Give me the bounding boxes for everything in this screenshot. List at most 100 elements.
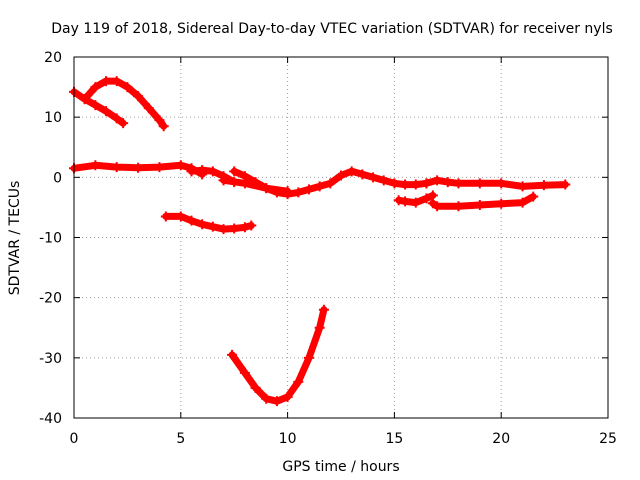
- data-point: [101, 76, 112, 87]
- data-point: [143, 103, 154, 114]
- series-arc-7: [421, 175, 571, 192]
- data-point: [101, 106, 112, 117]
- chart-title: Day 119 of 2018, Sidereal Day-to-day VTE…: [51, 21, 613, 37]
- data-point: [239, 171, 250, 182]
- data-point: [227, 349, 238, 360]
- data-point: [453, 201, 464, 212]
- data-point: [90, 100, 101, 111]
- series-line: [228, 306, 328, 405]
- data-point: [160, 211, 171, 222]
- data-point: [250, 382, 261, 393]
- data-point: [154, 115, 165, 126]
- data-point: [496, 178, 507, 189]
- data-point: [517, 197, 528, 208]
- data-point: [389, 178, 400, 189]
- data-point: [442, 177, 453, 188]
- data-point: [239, 222, 250, 233]
- y-tick-label: -30: [39, 351, 62, 367]
- data-point: [229, 166, 240, 177]
- data-point: [271, 396, 282, 407]
- data-point: [197, 165, 208, 176]
- x-tick-label: 10: [279, 431, 297, 447]
- x-tick-label: 0: [70, 431, 79, 447]
- data-point: [133, 91, 144, 102]
- data-point: [368, 172, 379, 183]
- data-point: [246, 220, 257, 231]
- data-point: [474, 178, 485, 189]
- data-point: [261, 183, 272, 194]
- data-point: [186, 215, 197, 226]
- data-point: [250, 177, 261, 188]
- y-tick-label: 0: [53, 170, 62, 186]
- data-point: [218, 224, 229, 235]
- data-point: [314, 181, 325, 192]
- y-tick-label: 20: [44, 50, 62, 66]
- data-point: [421, 193, 432, 204]
- data-point: [239, 367, 250, 378]
- data-point: [303, 352, 314, 363]
- data-point: [175, 160, 186, 171]
- data-point: [133, 162, 144, 173]
- data-point: [207, 221, 218, 232]
- series-arc-2: [79, 76, 169, 132]
- x-axis-label: GPS time / hours: [282, 459, 399, 475]
- data-point: [378, 175, 389, 186]
- series-layer: [69, 76, 571, 407]
- data-point: [158, 121, 169, 132]
- data-point: [346, 166, 357, 177]
- data-point: [282, 189, 293, 200]
- data-point: [122, 82, 133, 93]
- data-point: [111, 113, 122, 124]
- x-tick-label: 25: [599, 431, 617, 447]
- data-point: [432, 201, 443, 212]
- data-point: [229, 223, 240, 234]
- data-point: [528, 191, 539, 202]
- data-point: [314, 322, 325, 333]
- data-point: [432, 175, 443, 186]
- data-point: [271, 187, 282, 198]
- y-tick-label: 10: [44, 110, 62, 126]
- data-point: [303, 184, 314, 195]
- data-point: [357, 169, 368, 180]
- series-arc-8: [160, 211, 257, 235]
- data-point: [282, 391, 293, 402]
- ticks: 0 5 10 15 20 25 -40 -30 -20 -10 0 10 20: [39, 50, 617, 447]
- y-tick-label: -20: [39, 291, 62, 307]
- data-point: [79, 94, 90, 105]
- series-arc-6: [229, 166, 432, 200]
- grid: [74, 57, 608, 418]
- y-axis-label: SDTVAR / TECUs: [7, 181, 23, 296]
- data-point: [154, 162, 165, 173]
- data-point: [410, 179, 421, 190]
- data-point: [517, 181, 528, 192]
- series-arc-9: [393, 190, 438, 208]
- data-point: [400, 179, 411, 190]
- data-point: [261, 393, 272, 404]
- data-point: [474, 200, 485, 211]
- series-arc-11: [227, 304, 329, 407]
- data-point: [293, 376, 304, 387]
- data-point: [175, 211, 186, 222]
- data-point: [560, 179, 571, 190]
- data-point: [400, 196, 411, 207]
- x-tick-label: 15: [385, 431, 403, 447]
- data-point: [318, 304, 329, 315]
- data-point: [111, 76, 122, 87]
- data-point: [538, 180, 549, 191]
- data-point: [453, 178, 464, 189]
- data-point: [496, 198, 507, 209]
- data-point: [293, 187, 304, 198]
- y-tick-label: -10: [39, 231, 62, 247]
- data-point: [410, 197, 421, 208]
- data-point: [197, 219, 208, 230]
- data-point: [393, 195, 404, 206]
- data-point: [118, 118, 129, 129]
- data-point: [421, 178, 432, 189]
- data-point: [207, 166, 218, 177]
- data-point: [90, 82, 101, 93]
- data-point: [325, 178, 336, 189]
- x-tick-label: 5: [176, 431, 185, 447]
- x-tick-label: 20: [492, 431, 510, 447]
